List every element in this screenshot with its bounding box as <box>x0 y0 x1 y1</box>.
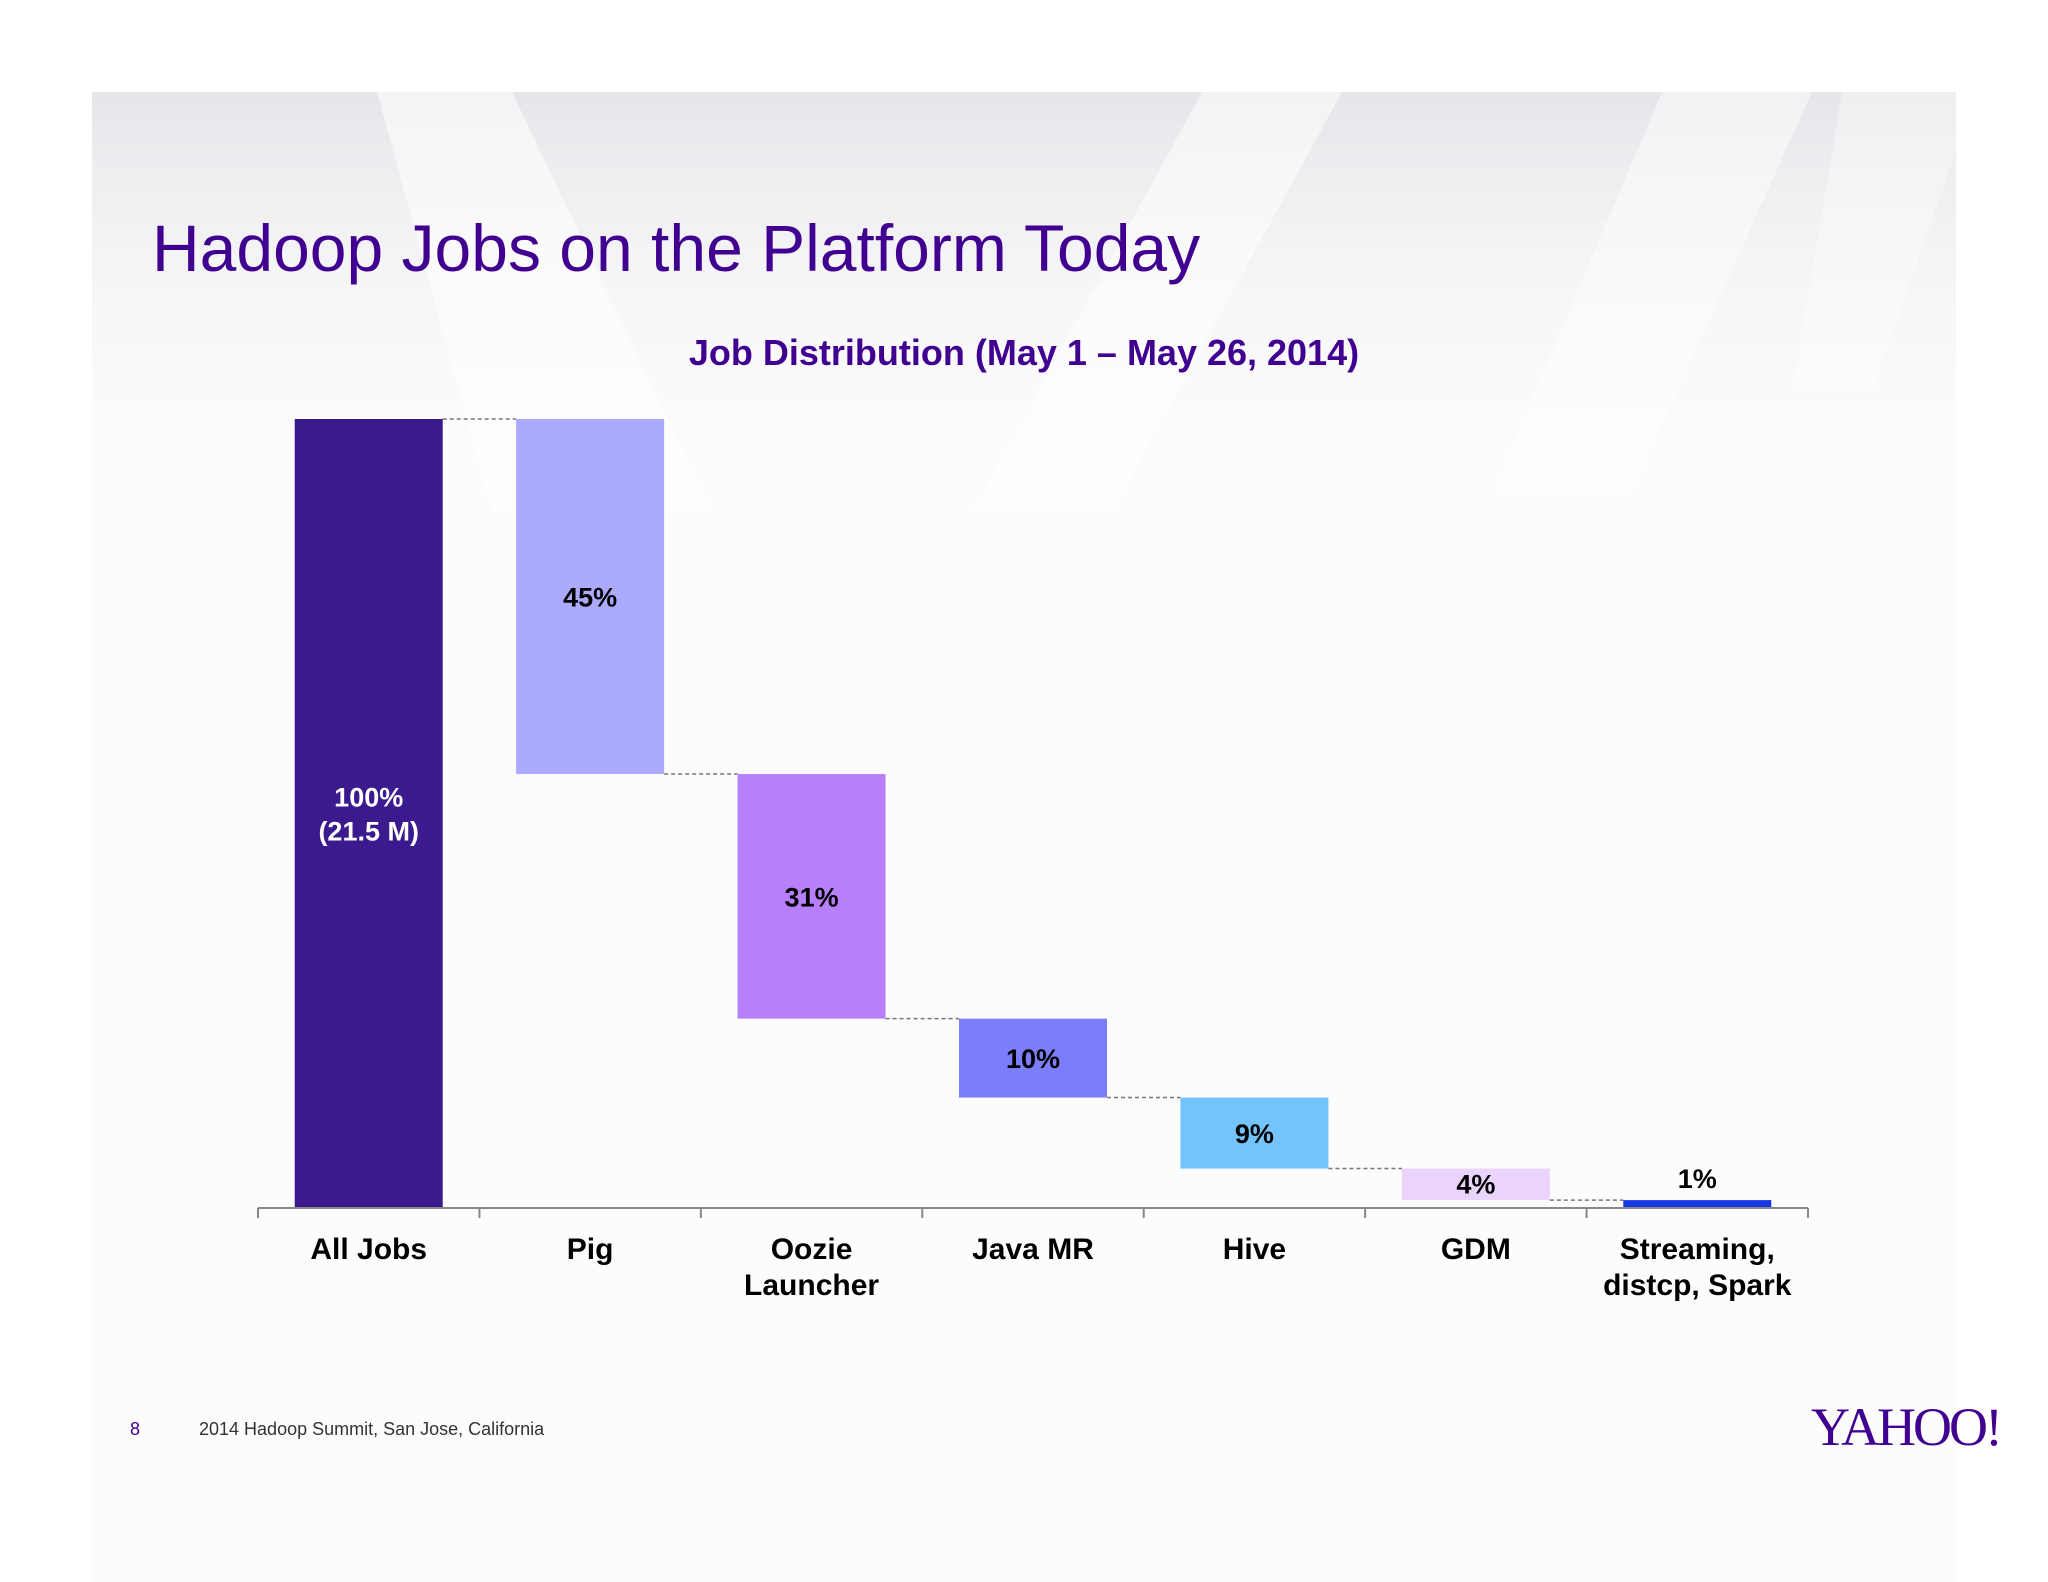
chart-title: Job Distribution (May 1 – May 26, 2014) <box>688 332 1360 373</box>
data-label-3: 10% <box>1006 1044 1060 1074</box>
bar-2 <box>737 774 886 1019</box>
category-label-5: GDM <box>1441 1233 1511 1266</box>
category-label-0: All Jobs <box>310 1233 427 1266</box>
data-label-2: 31% <box>785 882 839 912</box>
category-label-6: distcp, Spark <box>1603 1269 1792 1302</box>
x-axis <box>257 1207 1809 1218</box>
bar-4 <box>1180 1097 1329 1169</box>
data-label-1: 45% <box>563 583 617 613</box>
connector-lines <box>442 418 1624 1201</box>
data-label-4: 9% <box>1235 1119 1274 1149</box>
category-label-6: Streaming, <box>1620 1233 1775 1266</box>
page-number: 8 <box>130 1419 141 1439</box>
slide-title: Hadoop Jobs on the Platform Today <box>152 211 1201 285</box>
yahoo-logo: YAHOO! <box>1700 1396 2003 1457</box>
bars <box>294 419 1772 1208</box>
bar-1 <box>516 419 665 775</box>
data-label-5: 4% <box>1456 1169 1495 1199</box>
bar-3 <box>959 1018 1107 1098</box>
bar-6 <box>1623 1200 1772 1208</box>
category-label-3: Java MR <box>972 1233 1094 1266</box>
data-label-0: (21.5 M) <box>318 817 419 847</box>
bar-5 <box>1401 1168 1550 1201</box>
footer-text: 2014 Hadoop Summit, San Jose, California <box>199 1419 545 1439</box>
logo-text: YAHOO! <box>1811 1397 2003 1457</box>
category-label-2: Oozie <box>771 1233 853 1266</box>
bar-0 <box>294 419 443 1208</box>
category-label-4: Hive <box>1223 1233 1286 1266</box>
data-label-0: 100% <box>334 783 403 813</box>
category-label-1: Pig <box>567 1233 614 1266</box>
data-label-6: 1% <box>1678 1164 1717 1194</box>
data-labels: 100% (21.5 M) 45% 31% 10% 9% 4% 1% <box>318 583 1716 1200</box>
category-label-2: Launcher <box>744 1269 879 1302</box>
